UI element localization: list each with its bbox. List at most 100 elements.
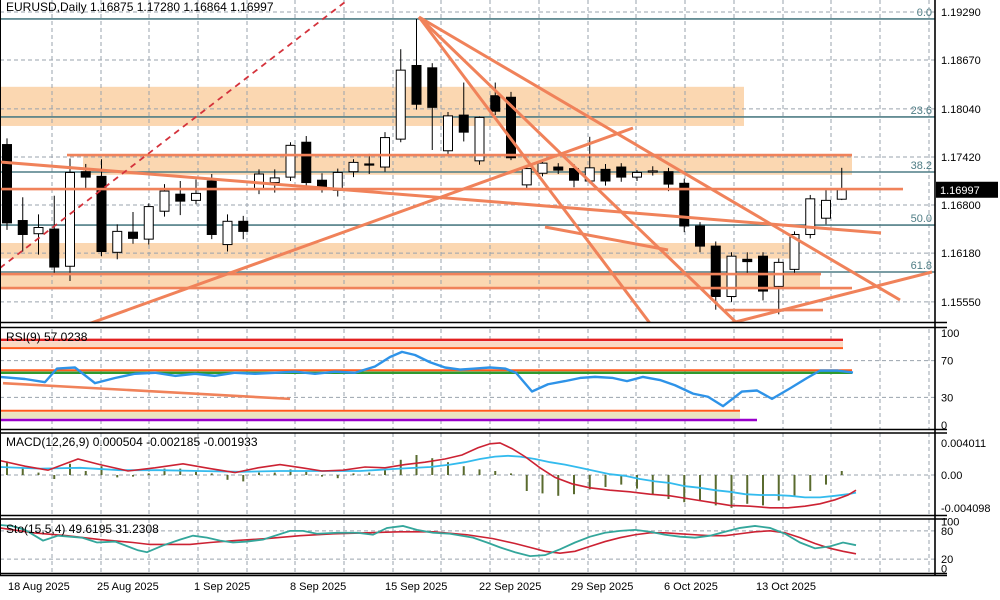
bearish-candle xyxy=(238,220,249,232)
macd-scale-label: -0.004098 xyxy=(941,503,991,515)
bearish-candle xyxy=(175,193,186,202)
rsi-panel[interactable] xyxy=(0,329,935,429)
bullish-candle xyxy=(380,137,390,168)
date-axis-label[interactable]: 1 Sep 2025 xyxy=(194,581,250,593)
date-axis-label[interactable]: 8 Sep 2025 xyxy=(290,581,346,593)
bearish-candle xyxy=(458,114,469,133)
rsi-zone-band xyxy=(0,412,740,419)
rsi-label: RSI(9) 57.0238 xyxy=(6,330,88,344)
rsi-line xyxy=(0,350,854,408)
bullish-candle xyxy=(805,198,816,235)
main-price-panel[interactable] xyxy=(0,0,935,331)
bearish-candle xyxy=(553,166,564,171)
price-axis-label[interactable]: 1.19290 xyxy=(941,7,981,19)
price-axis-label[interactable]: 1.15550 xyxy=(941,297,981,309)
stochastic-scale-label: 0 xyxy=(941,564,947,576)
dashed-trend-ray xyxy=(0,1,346,269)
bullish-candle xyxy=(821,199,831,219)
fibonacci-level-label: 38.2 xyxy=(911,160,932,172)
current-price-tag xyxy=(936,181,998,198)
rsi-zone-band xyxy=(0,341,843,348)
bearish-candle xyxy=(128,231,138,239)
macd-main-line xyxy=(0,442,857,509)
bearish-candle xyxy=(679,182,690,227)
bearish-candle xyxy=(427,67,438,108)
macd-label: MACD(12,26,9) 0.000504 -0.002185 -0.0019… xyxy=(6,435,258,449)
price-axis-label[interactable]: 1.17420 xyxy=(941,152,981,164)
bearish-candle xyxy=(2,144,12,224)
bullish-candle xyxy=(285,144,296,178)
macd-scale-label: 0.004011 xyxy=(941,438,986,450)
price-axis-label[interactable]: 1.16180 xyxy=(941,248,981,260)
bearish-candle xyxy=(17,220,28,235)
bullish-candle xyxy=(269,177,280,184)
bullish-candle xyxy=(836,189,847,200)
bullish-candle xyxy=(112,230,123,253)
bullish-candle xyxy=(632,171,642,178)
bearish-candle xyxy=(710,245,721,297)
date-axis-label[interactable]: 25 Aug 2025 xyxy=(97,581,159,593)
date-axis-label[interactable]: 13 Oct 2025 xyxy=(756,581,816,593)
diagonal-trendline xyxy=(418,15,901,302)
bullish-candle xyxy=(222,220,233,246)
diagonal-trendline xyxy=(417,16,651,322)
bullish-candle xyxy=(65,171,75,267)
date-axis-label[interactable]: 15 Sep 2025 xyxy=(385,581,447,593)
bearish-candle xyxy=(364,163,375,166)
bullish-candle xyxy=(474,116,485,162)
bearish-candle xyxy=(600,168,611,182)
rsi-scale-label: 100 xyxy=(941,328,959,340)
bullish-candle xyxy=(443,115,453,152)
date-axis-label[interactable]: 22 Sep 2025 xyxy=(479,581,541,593)
current-price-tag-text: 1.16997 xyxy=(940,185,980,197)
supply-demand-zone xyxy=(0,86,744,126)
fibonacci-level-label: 23.6 xyxy=(911,105,932,117)
stochastic-main-line xyxy=(0,524,857,558)
bullish-candle xyxy=(191,192,201,201)
chart-title: EURUSD,Daily 1.16875 1.17280 1.16864 1.1… xyxy=(6,0,274,14)
bearish-candle xyxy=(695,225,705,247)
bearish-candle xyxy=(411,64,422,105)
bullish-candle xyxy=(395,69,406,140)
macd-panel[interactable] xyxy=(0,433,935,515)
rsi-scale-label: 0 xyxy=(941,420,947,432)
date-axis-label[interactable]: 18 Aug 2025 xyxy=(8,581,70,593)
bearish-candle xyxy=(206,180,217,235)
stochastic-scale-label: 20 xyxy=(941,554,953,566)
macd-signal-line xyxy=(0,454,857,499)
price-axis-label[interactable]: 1.16800 xyxy=(941,200,981,212)
date-axis-label[interactable]: 29 Sep 2025 xyxy=(571,581,633,593)
bearish-candle xyxy=(490,95,501,112)
bullish-candle xyxy=(159,190,170,212)
bearish-candle xyxy=(569,168,579,181)
bullish-candle xyxy=(143,206,154,240)
rsi-scale-label: 30 xyxy=(941,392,953,404)
bullish-candle xyxy=(537,162,548,174)
bullish-candle xyxy=(521,168,532,186)
diagonal-trendline xyxy=(544,225,669,252)
macd-scale-label: 0.00 xyxy=(941,470,962,482)
bearish-candle xyxy=(317,179,327,188)
rsi-scale-label: 70 xyxy=(941,356,953,368)
price-axis-label[interactable]: 1.18040 xyxy=(941,104,981,116)
stochastic-panel[interactable] xyxy=(0,519,935,573)
bearish-candle xyxy=(616,166,627,178)
stochastic-scale-label: 100 xyxy=(941,517,959,529)
price-axis-label[interactable]: 1.18670 xyxy=(941,55,981,67)
date-axis-label[interactable]: 6 Oct 2025 xyxy=(664,581,718,593)
bullish-candle xyxy=(789,233,800,270)
fibonacci-level-label: 61.8 xyxy=(911,260,932,272)
rsi-trendline xyxy=(2,381,291,401)
diagonal-trendline xyxy=(417,15,738,322)
bearish-candle xyxy=(301,141,312,184)
diagonal-trendline xyxy=(0,160,882,235)
stochastic-label: Sto(15,5,4) 49.6195 31.2308 xyxy=(6,522,159,536)
stochastic-scale-label: 80 xyxy=(941,526,953,538)
bullish-candle xyxy=(726,255,737,297)
bullish-candle xyxy=(348,161,359,173)
diagonal-trendline xyxy=(729,270,933,322)
diagonal-trendline xyxy=(89,126,634,322)
